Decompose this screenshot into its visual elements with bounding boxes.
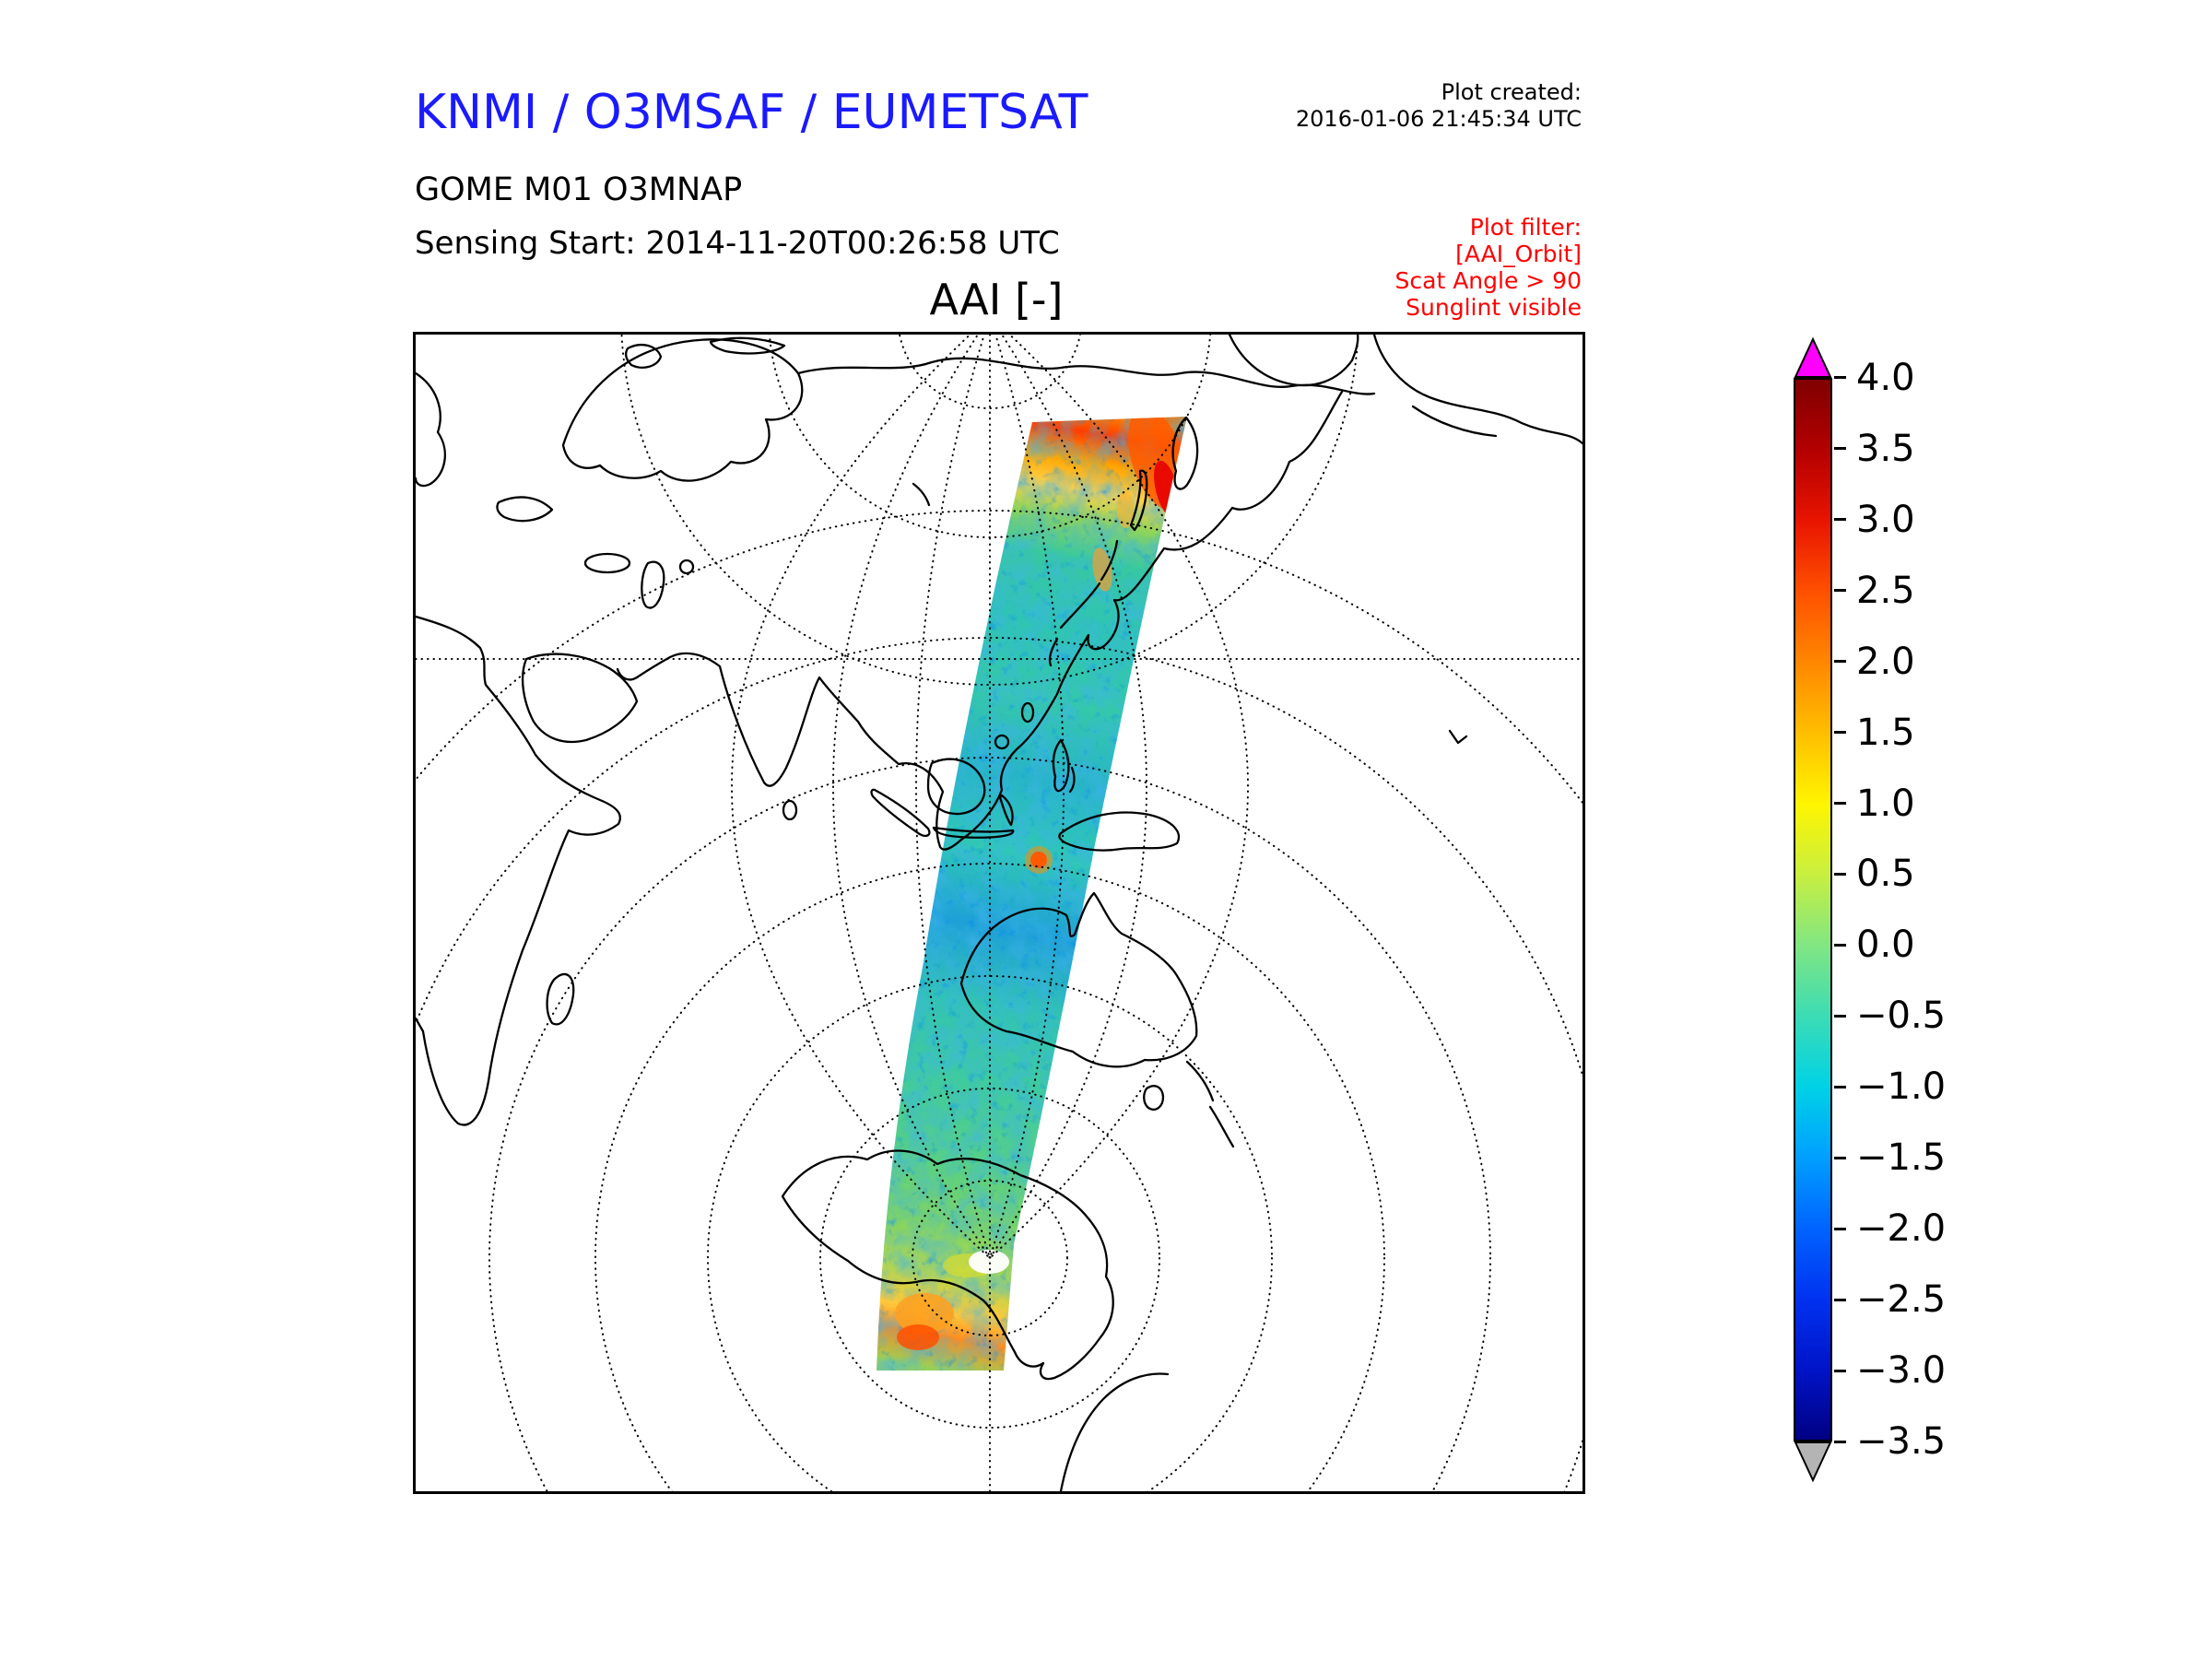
sea-aral: [678, 559, 695, 575]
coast-asia-east: [616, 390, 1344, 851]
colorbar-tick-label: −0.5: [1856, 994, 1947, 1038]
colorbar-over-arrow: [1794, 337, 1832, 378]
coast-scandinavia: [561, 338, 804, 482]
colorbar-tick-label: 0.0: [1856, 924, 1915, 967]
coast-africa: [416, 615, 621, 1126]
colorbar-tick-label: 2.0: [1856, 640, 1915, 683]
plot-created-timestamp: 2016-01-06 21:45:34 UTC: [1295, 106, 1582, 132]
filter-line-4: Sunglint visible: [1406, 294, 1582, 321]
coast-java: [932, 826, 1015, 839]
world-map: [416, 335, 1583, 1491]
lake-baikal: [912, 482, 931, 507]
coast-europe-left: [416, 371, 446, 488]
coast-taiwan: [1020, 701, 1035, 724]
coast-arabia: [521, 653, 639, 744]
coast-siberia: [796, 357, 1376, 395]
colorbar-tick-label: −1.0: [1856, 1065, 1947, 1109]
coast-antarctica: [781, 1149, 1114, 1381]
coast-north-america: [1372, 335, 1583, 445]
coast-hainan: [994, 734, 1010, 750]
coast-borneo: [926, 758, 986, 816]
colorbar-tick-label: −3.0: [1856, 1348, 1947, 1392]
page-title: KNMI / O3MSAF / EUMETSAT: [415, 85, 1088, 140]
colorbar-tick-label: −2.0: [1856, 1207, 1947, 1251]
colorbar-tick-label: 0.5: [1856, 853, 1915, 896]
coast-japan: [1048, 539, 1119, 667]
colorbar-tick-labels: 4.0 3.5 3.0 2.5 2.0 1.5 1.0 0.5 0.0 −0.5…: [1856, 357, 1946, 1463]
aai-data-swath: [877, 417, 1187, 1371]
colorbar-tick-label: 4.0: [1856, 357, 1915, 399]
coast-chukotka: [1228, 335, 1359, 387]
coast-anatolia: [496, 496, 554, 523]
coast-aleutians: [1411, 405, 1498, 438]
colorbar-tick-label: −2.5: [1856, 1277, 1947, 1321]
coast-sumatra: [870, 788, 931, 838]
colorbar-gradient: [1794, 378, 1832, 1441]
plot-created-block: Plot created: 2016-01-06 21:45:34 UTC: [1296, 79, 1582, 133]
coastlines: [416, 335, 1583, 1491]
colorbar-tick-label: 3.0: [1856, 498, 1915, 541]
filter-line-1: Plot filter:: [1469, 214, 1582, 241]
coast-philippines: [1052, 738, 1076, 794]
coast-madagascar: [546, 972, 575, 1026]
map-title: AAI [-]: [929, 275, 1064, 324]
colorbar-tick-label: 2.5: [1856, 569, 1915, 612]
coast-new-zealand: [1185, 1060, 1235, 1148]
plot-created-label: Plot created:: [1441, 79, 1582, 105]
coast-antarctic-arm: [1059, 1372, 1170, 1491]
coast-sri-lanka: [782, 799, 798, 821]
colorbar-tick-label: −1.5: [1856, 1136, 1947, 1180]
sea-black: [583, 552, 631, 574]
filter-line-2: [AAI_Orbit]: [1455, 241, 1582, 267]
plot-filter-note: Plot filter: [AAI_Orbit] Scat Angle > 90…: [1395, 214, 1582, 321]
coast-sakhalin: [1129, 469, 1148, 532]
map-plot-area: [413, 332, 1585, 1494]
colorbar-tick-label: 1.5: [1856, 711, 1915, 754]
coast-svalbard: [624, 336, 786, 369]
product-title: GOME M01 O3MNAP: [415, 171, 743, 208]
coast-kamchatka: [1171, 416, 1199, 490]
sensing-start-line: Sensing Start: 2014-11-20T00:26:58 UTC: [415, 225, 1060, 262]
lake-caspian: [641, 560, 665, 609]
colorbar-tick-label: 3.5: [1856, 427, 1915, 470]
coast-new-guinea: [1058, 811, 1180, 852]
graticule: [416, 335, 1583, 1491]
coast-sulawesi: [998, 794, 1014, 827]
colorbar-ticks: [1834, 376, 1846, 1443]
colorbar-under-arrow: [1794, 1441, 1832, 1482]
coast-tasmania: [1143, 1085, 1165, 1111]
islands-pacific: [1448, 729, 1468, 745]
filter-line-3: Scat Angle > 90: [1394, 267, 1582, 294]
coast-australia: [959, 891, 1198, 1068]
colorbar-tick-label: 1.0: [1856, 782, 1915, 825]
colorbar-tick-label: −3.5: [1856, 1419, 1947, 1463]
high-aai-antarctic-coast: [895, 1293, 954, 1334]
